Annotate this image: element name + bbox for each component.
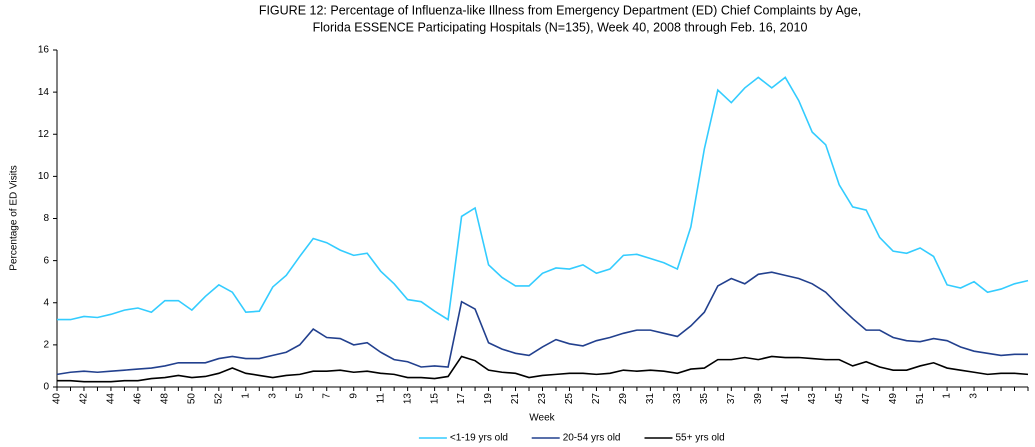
legend-label: 20-54 yrs old — [563, 433, 621, 444]
y-tick-label: 2 — [43, 340, 49, 351]
x-tick-label: 29 — [618, 393, 629, 405]
x-tick-label: 1 — [942, 393, 953, 399]
legend-label: <1-19 yrs old — [450, 433, 508, 444]
chart-title: Florida ESSENCE Participating Hospitals … — [313, 20, 808, 34]
x-tick-label: 41 — [780, 393, 791, 405]
x-tick-label: 21 — [510, 393, 521, 405]
x-tick-label: 39 — [753, 393, 764, 405]
chart-title: FIGURE 12: Percentage of Influenza-like … — [259, 3, 861, 17]
x-tick-label: 44 — [106, 393, 117, 405]
x-tick-label: 42 — [79, 393, 90, 405]
x-tick-label: 19 — [483, 393, 494, 405]
x-tick-label: 46 — [133, 393, 144, 405]
series-line — [57, 76, 1029, 321]
y-tick-label: 4 — [43, 297, 49, 308]
x-tick-label: 31 — [645, 393, 656, 405]
y-tick-label: 8 — [43, 213, 49, 224]
x-tick-label: 50 — [187, 393, 198, 405]
x-tick-label: 5 — [294, 393, 305, 399]
x-tick-label: 9 — [348, 393, 359, 399]
x-tick-label: 52 — [213, 393, 224, 405]
y-tick-label: 16 — [38, 45, 50, 56]
y-axis-label: Percentage of ED Visits — [9, 165, 20, 270]
x-tick-label: 1 — [240, 393, 251, 399]
legend-label: 55+ yrs old — [676, 433, 725, 444]
x-tick-label: 27 — [591, 393, 602, 405]
y-tick-label: 14 — [38, 87, 50, 98]
x-tick-label: 23 — [537, 393, 548, 405]
x-tick-label: 48 — [160, 393, 171, 405]
x-tick-label: 49 — [888, 393, 899, 405]
x-tick-label: 25 — [564, 393, 575, 405]
x-tick-label: 43 — [807, 393, 818, 405]
y-tick-label: 12 — [38, 129, 50, 140]
x-tick-label: 3 — [969, 393, 980, 399]
x-tick-label: 35 — [699, 393, 710, 405]
x-tick-label: 13 — [402, 393, 413, 405]
series-line — [57, 355, 1029, 383]
x-tick-label: 40 — [52, 393, 63, 405]
y-tick-label: 10 — [38, 171, 50, 182]
x-tick-label: 37 — [726, 393, 737, 405]
x-tick-label: 15 — [429, 393, 440, 405]
x-tick-label: 33 — [672, 393, 683, 405]
y-tick-label: 6 — [43, 255, 49, 266]
x-tick-label: 3 — [267, 393, 278, 399]
x-tick-label: 11 — [375, 393, 386, 404]
x-tick-label: 17 — [456, 393, 467, 405]
x-tick-label: 7 — [321, 393, 332, 399]
x-tick-label: 47 — [861, 393, 872, 405]
x-tick-label: 51 — [915, 393, 926, 405]
x-axis-label: Week — [529, 413, 555, 424]
x-tick-label: 45 — [834, 393, 845, 405]
y-tick-label: 0 — [43, 382, 49, 393]
series-line — [56, 271, 1028, 376]
